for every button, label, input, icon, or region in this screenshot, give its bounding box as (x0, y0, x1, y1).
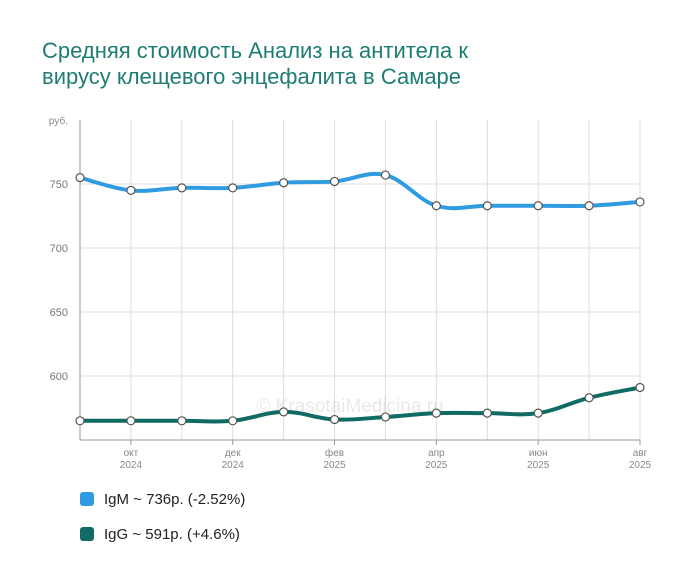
data-point-igm (177, 183, 187, 193)
legend-label-igm: IgM ~ 736р. (-2.52%) (104, 490, 246, 508)
data-point-igm (228, 183, 238, 193)
data-point-igg (329, 414, 340, 425)
data-point-igm (75, 173, 85, 183)
data-point-igm (482, 201, 492, 211)
x-tick-year: 2024 (222, 460, 245, 471)
legend-swatch-igg (80, 527, 94, 541)
series-line-igm (78, 171, 642, 211)
data-point-igm (380, 170, 391, 180)
data-point-igg (228, 416, 238, 426)
legend-item-igm[interactable]: IgM ~ 736р. (-2.52%) (80, 489, 245, 509)
data-point-igm (533, 201, 543, 211)
data-point-igg (431, 408, 441, 418)
x-tick-month: окт (124, 448, 139, 459)
data-point-igm (126, 185, 136, 195)
x-tick-month: апр (428, 448, 445, 459)
chart-title-line-1: Средняя стоимость Анализ на антитела к (42, 38, 468, 63)
x-tick-year: 2024 (120, 460, 143, 471)
x-tick-year: 2025 (527, 460, 550, 471)
legend-item-igg[interactable]: IgG ~ 591р. (+4.6%) (80, 524, 240, 544)
y-tick-label: 700 (50, 243, 68, 255)
data-point-igg (279, 407, 289, 417)
x-tick-year: 2025 (323, 460, 346, 471)
y-unit-label: руб. (49, 115, 68, 127)
data-point-igg (533, 408, 543, 418)
data-point-igg (126, 416, 136, 426)
x-tick-month: фев (325, 447, 344, 459)
chart-title: Средняя стоимость Анализ на антитела к в… (42, 38, 642, 90)
y-tick-label: 650 (50, 307, 68, 319)
data-point-igg (75, 416, 85, 426)
y-tick-label: 600 (50, 371, 68, 383)
data-point-igg (380, 412, 391, 422)
data-point-igm (329, 176, 340, 187)
data-point-igg (177, 416, 187, 426)
data-point-igg (584, 393, 594, 403)
watermark: © KrasotaiMedicina.ru (256, 396, 443, 417)
data-point-igm (279, 178, 289, 188)
data-point-igm (635, 197, 645, 207)
data-point-igg (482, 408, 492, 418)
y-tick-label: 750 (50, 179, 68, 191)
data-point-igm (431, 201, 441, 211)
x-tick-month: дек (225, 448, 241, 459)
data-point-igm (584, 201, 594, 211)
x-tick-year: 2025 (629, 460, 652, 471)
data-point-igg (635, 382, 645, 393)
legend-label-igg: IgG ~ 591р. (+4.6%) (104, 525, 240, 543)
x-tick-month: июн (529, 448, 548, 459)
legend-swatch-igm (80, 492, 94, 506)
chart-title-line-2: вирусу клещевого энцефалита в Самаре (42, 64, 462, 89)
x-tick-year: 2025 (425, 460, 448, 471)
x-tick-month: авг (633, 448, 648, 459)
